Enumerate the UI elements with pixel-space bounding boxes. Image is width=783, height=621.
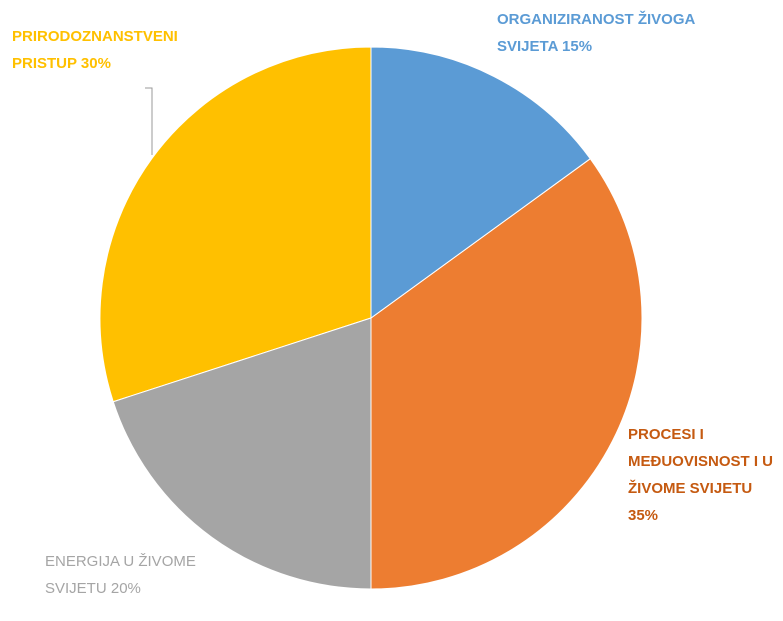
pie-slice (112, 317, 372, 590)
label-name: ENERGIJA U ŽIVOME SVIJETU (45, 553, 196, 597)
data-label: ENERGIJA U ŽIVOME SVIJETU 20% (45, 548, 215, 602)
label-value: 20% (110, 580, 141, 597)
data-label: PROCESI I MEĐUOVISNOST I U ŽIVOME SVIJET… (628, 421, 778, 529)
label-value: 35% (628, 507, 659, 524)
pie-slice (99, 46, 372, 403)
data-label: PRIRODOZNANSTVENI PRISTUP 30% (12, 23, 232, 77)
pie-slice (370, 158, 643, 590)
label-name: PRIRODOZNANSTVENI PRISTUP (12, 28, 178, 72)
data-label: ORGANIZIRANOST ŽIVOGA SVIJETA 15% (497, 6, 702, 60)
pie-slice (370, 46, 591, 319)
label-name: ORGANIZIRANOST ŽIVOGA SVIJETA (497, 11, 695, 55)
label-value: 30% (80, 55, 111, 72)
label-value: 15% (562, 38, 593, 55)
leader-line (145, 87, 153, 155)
label-name: PROCESI I MEĐUOVISNOST I U ŽIVOME SVIJET… (628, 426, 774, 497)
